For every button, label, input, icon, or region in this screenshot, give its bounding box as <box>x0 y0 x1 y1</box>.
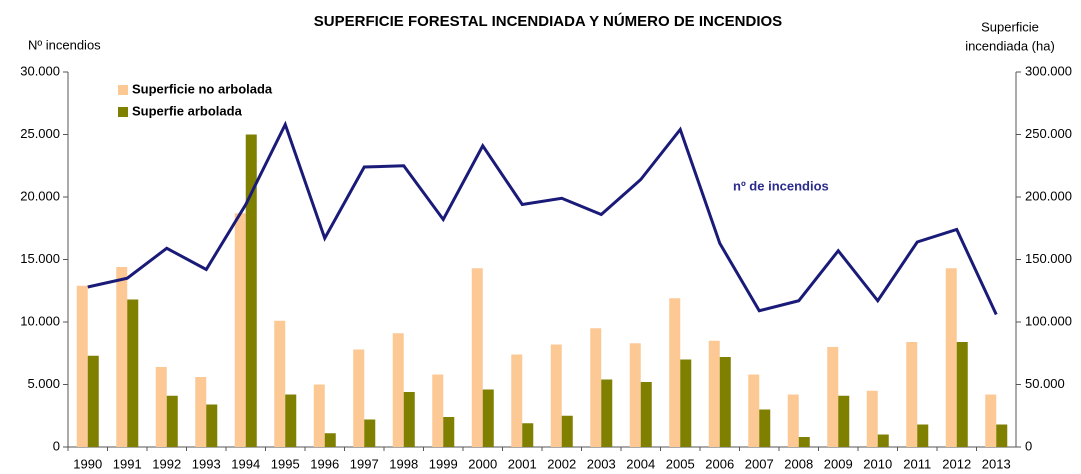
bar <box>285 394 297 447</box>
chart-title: SUPERFICIE FORESTAL INCENDIADA Y NÚMERO … <box>314 12 782 30</box>
bar <box>759 409 771 447</box>
y2-tick-label: 150.000 <box>1025 251 1072 266</box>
x-tick-label: 2003 <box>587 456 616 471</box>
x-tick-label: 2013 <box>982 456 1011 471</box>
bar <box>748 374 760 447</box>
bar <box>274 320 286 447</box>
bar <box>708 340 720 447</box>
bar <box>838 395 850 447</box>
bar <box>471 268 483 447</box>
bar <box>353 349 365 447</box>
bar <box>877 434 889 447</box>
bar <box>234 213 246 447</box>
y2-tick-label: 100.000 <box>1025 313 1072 328</box>
y2-axis-label: Superficie <box>981 19 1039 34</box>
bar <box>669 298 681 447</box>
y2-tick-label: 200.000 <box>1025 188 1072 203</box>
x-tick-label: 2000 <box>468 456 497 471</box>
y-tick-label: 30.000 <box>20 63 60 78</box>
x-tick-label: 2009 <box>824 456 853 471</box>
bar <box>511 354 523 447</box>
bar <box>590 328 602 447</box>
bar <box>798 437 810 447</box>
x-tick-label: 1996 <box>310 456 339 471</box>
bar <box>640 382 652 447</box>
y2-tick-label: 50.000 <box>1025 376 1065 391</box>
x-tick-label: 1999 <box>429 456 458 471</box>
bar <box>996 424 1008 447</box>
bar <box>985 394 997 447</box>
y-tick-label: 20.000 <box>20 188 60 203</box>
y-axis-label: Nº incendios <box>28 37 101 52</box>
y2-tick-label: 250.000 <box>1025 126 1072 141</box>
x-tick-label: 2006 <box>705 456 734 471</box>
bar <box>206 404 218 447</box>
y-tick-label: 0 <box>53 438 60 453</box>
bar <box>364 419 376 447</box>
bar <box>482 389 494 447</box>
x-tick-label: 2008 <box>784 456 813 471</box>
y-tick-label: 10.000 <box>20 313 60 328</box>
bar <box>917 424 929 447</box>
bar <box>522 423 534 447</box>
bar <box>392 333 404 447</box>
x-tick-label: 2001 <box>508 456 537 471</box>
x-tick-label: 1993 <box>192 456 221 471</box>
x-tick-label: 1992 <box>152 456 181 471</box>
bar <box>432 374 444 447</box>
bar <box>956 342 968 447</box>
bar <box>787 394 799 447</box>
bar <box>403 392 415 447</box>
bar <box>76 285 88 447</box>
x-tick-label: 2010 <box>863 456 892 471</box>
y2-tick-label: 0 <box>1025 438 1032 453</box>
bar <box>443 417 455 447</box>
x-tick-label: 2005 <box>666 456 695 471</box>
x-tick-label: 2012 <box>942 456 971 471</box>
y-tick-label: 15.000 <box>20 251 60 266</box>
x-tick-label: 1991 <box>113 456 142 471</box>
x-tick-label: 2011 <box>903 456 931 471</box>
bar <box>629 343 641 447</box>
bar <box>116 267 128 447</box>
bar <box>866 390 878 447</box>
annotation: nº de incendios <box>733 178 829 193</box>
legend-label: Superficie no arbolada <box>132 81 273 96</box>
legend-swatch <box>118 107 128 117</box>
bar <box>324 433 336 447</box>
legend-label: Superfie arbolada <box>132 103 243 118</box>
y-tick-label: 5.000 <box>27 376 60 391</box>
y2-tick-label: 300.000 <box>1025 63 1072 78</box>
x-tick-label: 2002 <box>547 456 576 471</box>
bar <box>155 367 167 447</box>
bar <box>719 357 731 447</box>
bar <box>166 395 178 447</box>
bar <box>313 384 325 447</box>
x-tick-label: 1990 <box>73 456 102 471</box>
bar <box>945 268 957 447</box>
x-tick-label: 1995 <box>271 456 300 471</box>
y-tick-label: 25.000 <box>20 126 60 141</box>
legend-swatch <box>118 85 128 95</box>
bar <box>550 344 562 447</box>
x-tick-label: 2007 <box>745 456 774 471</box>
bar <box>245 134 257 447</box>
y2-axis-label: incendiada (ha) <box>965 38 1055 53</box>
x-tick-label: 1998 <box>389 456 418 471</box>
x-tick-label: 2004 <box>626 456 655 471</box>
bar <box>87 355 99 447</box>
x-tick-label: 1997 <box>350 456 379 471</box>
line <box>87 120 998 316</box>
bar <box>680 359 692 447</box>
bar <box>561 415 573 447</box>
bar <box>127 299 139 447</box>
bar <box>195 377 207 447</box>
bar <box>601 379 613 447</box>
x-tick-label: 1994 <box>231 456 260 471</box>
bar <box>827 347 839 447</box>
bar <box>906 342 918 447</box>
